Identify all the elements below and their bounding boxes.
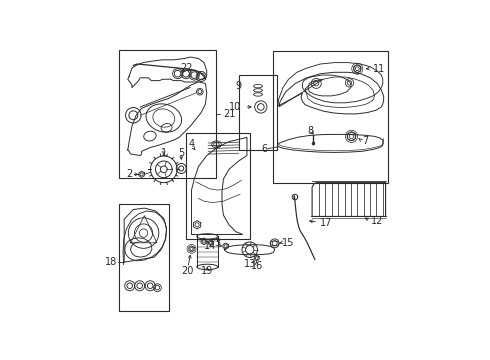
- Circle shape: [312, 142, 315, 145]
- Text: 5: 5: [178, 148, 184, 158]
- Bar: [273, 51, 388, 183]
- Text: 11: 11: [372, 64, 385, 74]
- Text: 4: 4: [189, 139, 195, 149]
- Text: 7: 7: [362, 136, 368, 146]
- Text: 12: 12: [371, 216, 383, 226]
- Text: 16: 16: [250, 261, 263, 271]
- Text: 18: 18: [105, 257, 118, 267]
- Text: 1: 1: [161, 148, 167, 158]
- Text: 15: 15: [282, 238, 294, 248]
- Text: 21: 21: [223, 109, 235, 119]
- Bar: [186, 133, 250, 239]
- Bar: [120, 204, 170, 311]
- Text: 19: 19: [201, 266, 214, 276]
- Text: 6: 6: [261, 144, 267, 153]
- Bar: [120, 50, 217, 177]
- Text: 10: 10: [229, 102, 241, 112]
- Bar: [240, 75, 277, 150]
- Text: 9: 9: [235, 81, 241, 91]
- Text: 3: 3: [214, 238, 220, 248]
- Text: 2: 2: [126, 169, 132, 179]
- Text: 17: 17: [320, 218, 332, 228]
- Text: 22: 22: [180, 63, 193, 73]
- Text: 20: 20: [182, 266, 194, 276]
- Text: 13: 13: [244, 260, 256, 269]
- Text: 14: 14: [204, 240, 217, 251]
- Text: 8: 8: [308, 126, 314, 135]
